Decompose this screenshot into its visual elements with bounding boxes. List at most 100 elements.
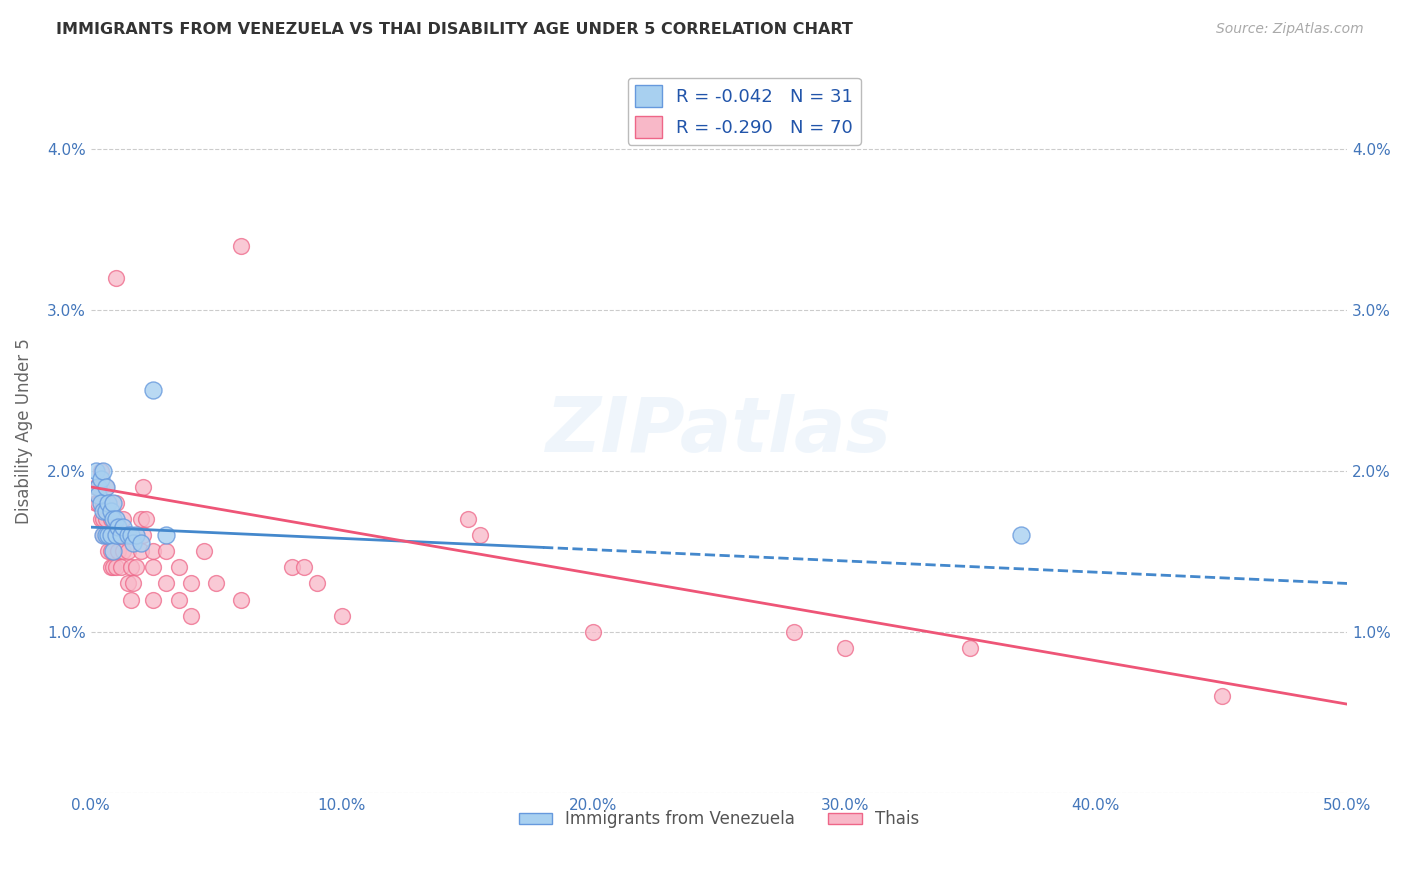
Point (132, 528, 155, 542)
Point (129, 536, 152, 550)
Point (94, 504, 117, 518)
Point (114, 528, 136, 542)
Point (470, 528, 492, 542)
Point (94, 480, 117, 494)
Point (122, 576, 145, 591)
Point (117, 528, 139, 542)
Point (94, 528, 117, 542)
Point (135, 512, 157, 526)
Point (87, 496, 110, 510)
Point (91, 504, 114, 518)
Point (97, 496, 120, 510)
Point (1010, 528, 1032, 542)
Point (112, 512, 135, 526)
Point (142, 560, 165, 574)
Point (120, 560, 142, 574)
Point (193, 544, 215, 558)
Point (142, 384, 165, 398)
Point (90, 480, 112, 494)
Point (84, 496, 107, 510)
Point (107, 520, 129, 534)
Point (91, 512, 114, 526)
Point (104, 496, 127, 510)
Point (117, 544, 139, 558)
Point (107, 528, 129, 542)
Point (120, 592, 142, 607)
Point (231, 238, 253, 252)
Point (112, 544, 135, 558)
Point (91, 528, 114, 542)
Text: ZIPatlas: ZIPatlas (546, 393, 891, 467)
Point (104, 270, 127, 285)
Point (142, 544, 165, 558)
Point (103, 512, 125, 526)
Point (129, 544, 152, 558)
Point (125, 528, 148, 542)
Point (132, 480, 155, 494)
Point (129, 512, 152, 526)
Point (180, 576, 202, 591)
Point (834, 640, 856, 655)
Point (280, 560, 302, 574)
Point (100, 560, 122, 574)
Point (91, 464, 114, 478)
Point (110, 528, 132, 542)
Point (100, 544, 122, 558)
Text: Source: ZipAtlas.com: Source: ZipAtlas.com (1216, 22, 1364, 37)
Point (107, 544, 129, 558)
Point (100, 504, 122, 518)
Point (90, 496, 112, 510)
Point (110, 528, 132, 542)
Point (180, 608, 202, 623)
Point (94, 480, 117, 494)
Point (97, 496, 120, 510)
Point (330, 608, 353, 623)
Point (97, 544, 120, 558)
Y-axis label: Disability Age Under 5: Disability Age Under 5 (15, 338, 32, 524)
Point (959, 640, 981, 655)
Point (103, 560, 125, 574)
Point (104, 560, 127, 574)
Point (582, 624, 605, 639)
Point (94, 496, 117, 510)
Point (120, 528, 142, 542)
Point (231, 592, 253, 607)
Point (457, 512, 479, 526)
Point (90, 512, 112, 526)
Point (91, 496, 114, 510)
Point (84, 464, 107, 478)
Point (94, 512, 117, 526)
Point (110, 560, 132, 574)
Point (1211, 689, 1233, 703)
Point (103, 512, 125, 526)
Point (783, 624, 806, 639)
Point (103, 496, 125, 510)
Point (90, 464, 112, 478)
Point (90, 472, 112, 486)
Point (97, 528, 120, 542)
Legend: Immigrants from Venezuela, Thais: Immigrants from Venezuela, Thais (512, 804, 927, 835)
Point (117, 576, 139, 591)
Point (91, 528, 114, 542)
Point (103, 528, 125, 542)
Point (94, 528, 117, 542)
Point (155, 528, 177, 542)
Point (84, 480, 107, 494)
Point (305, 576, 328, 591)
Point (104, 528, 127, 542)
Point (100, 512, 122, 526)
Point (103, 544, 125, 558)
Point (87, 480, 110, 494)
Point (87, 488, 110, 502)
Point (104, 528, 127, 542)
Point (112, 520, 135, 534)
Point (167, 592, 190, 607)
Point (205, 576, 228, 591)
Point (125, 528, 148, 542)
Point (292, 560, 315, 574)
Point (155, 544, 177, 558)
Point (122, 536, 145, 550)
Point (155, 576, 177, 591)
Point (87, 480, 110, 494)
Text: IMMIGRANTS FROM VENEZUELA VS THAI DISABILITY AGE UNDER 5 CORRELATION CHART: IMMIGRANTS FROM VENEZUELA VS THAI DISABI… (56, 22, 853, 37)
